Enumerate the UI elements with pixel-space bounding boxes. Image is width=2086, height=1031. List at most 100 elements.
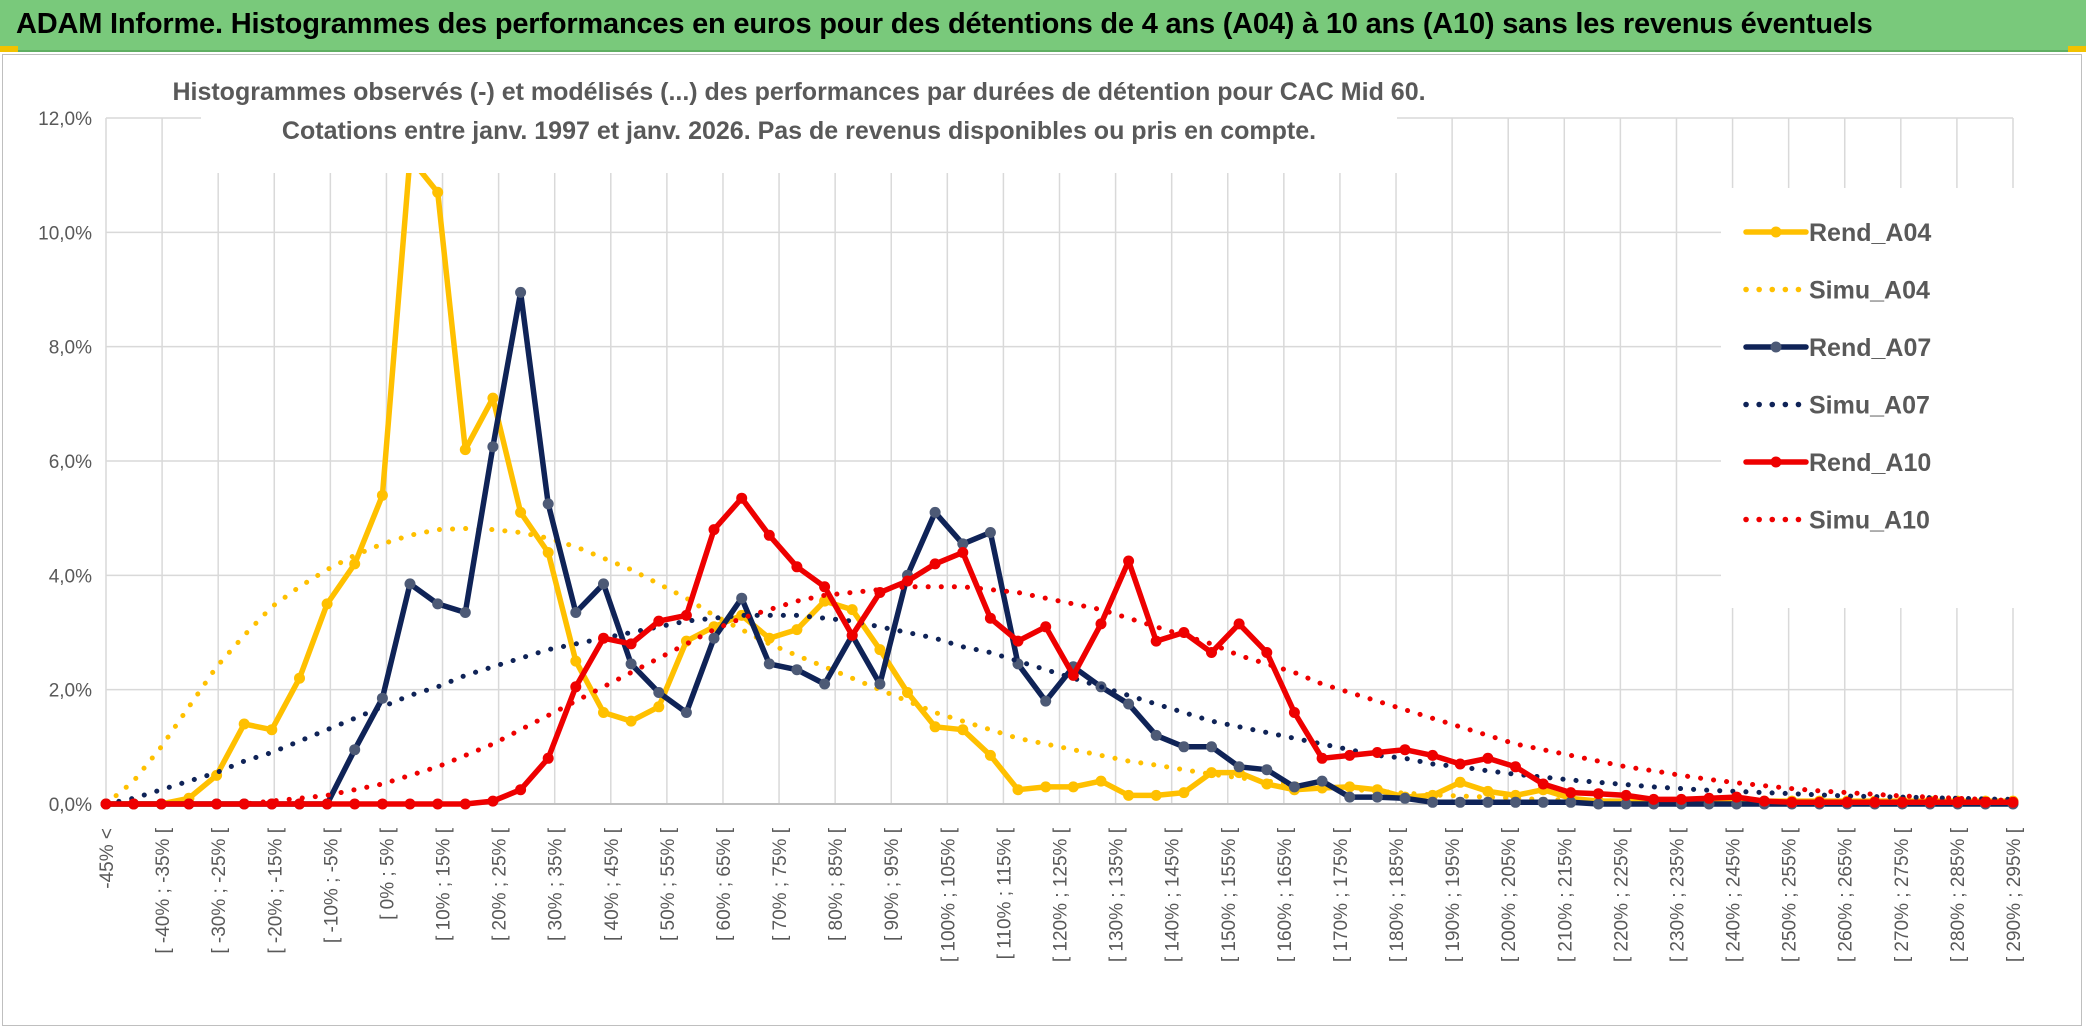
point-rend_a07 [1206,741,1217,753]
point-rend_a10 [1399,744,1411,756]
point-rend_a07 [984,527,996,538]
point-rend_a10 [1040,621,1052,633]
point-rend_a10 [1454,758,1466,770]
point-rend_a10 [2007,796,2019,808]
point-rend_a07 [487,441,499,453]
y-tick-label: 4,0% [49,566,92,587]
y-tick-label: 12,0% [38,109,92,130]
title-banner: ADAM Informe. Histogrammes des performan… [0,0,2086,52]
point-rend_a07 [1592,798,1604,810]
x-tick-label: [ 190% ; 195% [ [1443,827,1464,962]
point-rend_a10 [321,798,333,810]
legend-marker [1770,456,1782,468]
x-tick-label: [ 230% ; 235% [ [1667,827,1688,962]
point-rend_a07 [598,578,609,590]
series-layer [100,152,2019,810]
x-tick-label: -45% < [97,828,118,889]
point-rend_a07 [736,592,748,604]
point-rend_a04 [1067,781,1079,793]
point-rend_a10 [1344,749,1356,761]
point-rend_a07 [819,678,831,690]
banner-corner-left [0,46,18,52]
point-rend_a10 [1261,647,1273,658]
banner-title: ADAM Informe. Histogrammes des performan… [16,8,1873,40]
x-tick-label: [ 10% ; 15% [ [434,827,455,941]
point-rend_a04 [238,718,250,730]
point-rend_a04 [902,687,913,698]
point-rend_a10 [819,581,831,593]
point-rend_a10 [1095,618,1107,630]
point-rend_a07 [680,707,692,718]
y-tick-label: 8,0% [49,338,92,359]
point-rend_a10 [1288,707,1300,718]
point-rend_a10 [1703,792,1715,804]
point-rend_a10 [1510,761,1521,773]
x-tick-label: [ 120% ; 125% [ [1051,827,1072,962]
point-rend_a10 [902,575,913,587]
point-rend_a10 [1924,796,1936,808]
point-rend_a04 [1178,787,1190,799]
point-rend_a07 [1178,741,1190,753]
chart-title: Histogrammes observés (-) et modélisés (… [172,78,1425,106]
point-rend_a10 [929,558,941,570]
point-rend_a04 [294,672,305,684]
point-rend_a04 [791,624,803,636]
point-rend_a10 [625,638,637,650]
x-tick-label: [ 40% ; 45% [ [602,827,623,941]
point-rend_a04 [874,644,886,656]
point-rend_a07 [1123,698,1135,710]
point-rend_a07 [1150,729,1162,741]
point-rend_a07 [653,687,665,698]
x-tick-label: [ 200% ; 205% [ [1499,827,1520,962]
point-rend_a07 [1344,791,1356,803]
point-rend_a07 [404,578,416,590]
legend-marker [1770,341,1782,353]
point-rend_a07 [929,506,941,518]
point-rend_a04 [1206,767,1217,779]
point-rend_a04 [487,392,499,404]
x-tick-label: [ 50% ; 55% [ [658,827,679,941]
x-tick-label: [ 80% ; 85% [ [826,827,847,941]
histogram-chart: 0,0% 2,0% 4,0% 6,0% 8,0% 10,0% 12,0% -45% < [ -… [38,57,2025,962]
y-tick-label: 0,0% [49,795,92,816]
point-rend_a07 [1040,695,1052,707]
point-rend_a10 [680,609,692,621]
x-tick-label: [ 70% ; 75% [ [770,827,791,941]
point-rend_a07 [542,498,554,510]
point-rend_a10 [1206,647,1217,658]
point-rend_a10 [1316,752,1328,764]
point-rend_a04 [598,707,609,718]
x-tick-label: [ 240% ; 245% [ [1724,827,1745,962]
point-rend_a07 [570,607,582,618]
point-rend_a10 [1620,789,1632,801]
point-rend_a10 [791,561,803,573]
point-rend_a07 [1482,796,1494,808]
point-rend_a10 [1814,796,1825,808]
point-rend_a10 [1123,555,1135,567]
x-tick-label: [ 250% ; 255% [ [1780,827,1801,962]
series-line-simu_a10 [103,584,2016,807]
chart-title-group: Histogrammes observés (-) et modélisés (… [172,57,1426,173]
point-rend_a10 [211,798,223,810]
series-line-simu_a07 [103,612,2016,807]
chart-area: 0,0% 2,0% 4,0% 6,0% 8,0% 10,0% 12,0% -45% < [ -… [2,54,2082,1026]
point-rend_a10 [1758,795,1770,807]
point-rend_a04 [1095,775,1107,787]
point-rend_a10 [515,784,527,796]
point-rend_a04 [680,635,692,647]
point-rend_a10 [487,795,499,807]
point-rend_a07 [1620,798,1632,810]
point-rend_a07 [1233,761,1245,773]
x-tick-label: [ 30% ; 35% [ [546,827,567,941]
banner-corner-right [2068,46,2086,52]
point-rend_a10 [432,798,444,810]
point-rend_a04 [819,595,831,607]
point-rend_a07 [1537,796,1549,808]
point-rend_a07 [874,678,886,690]
point-rend_a07 [349,744,361,756]
legend-label: Simu_A10 [1809,507,1930,535]
point-rend_a10 [1150,635,1162,647]
point-rend_a04 [515,506,527,518]
point-rend_a10 [1896,796,1908,808]
point-rend_a07 [1316,775,1328,787]
